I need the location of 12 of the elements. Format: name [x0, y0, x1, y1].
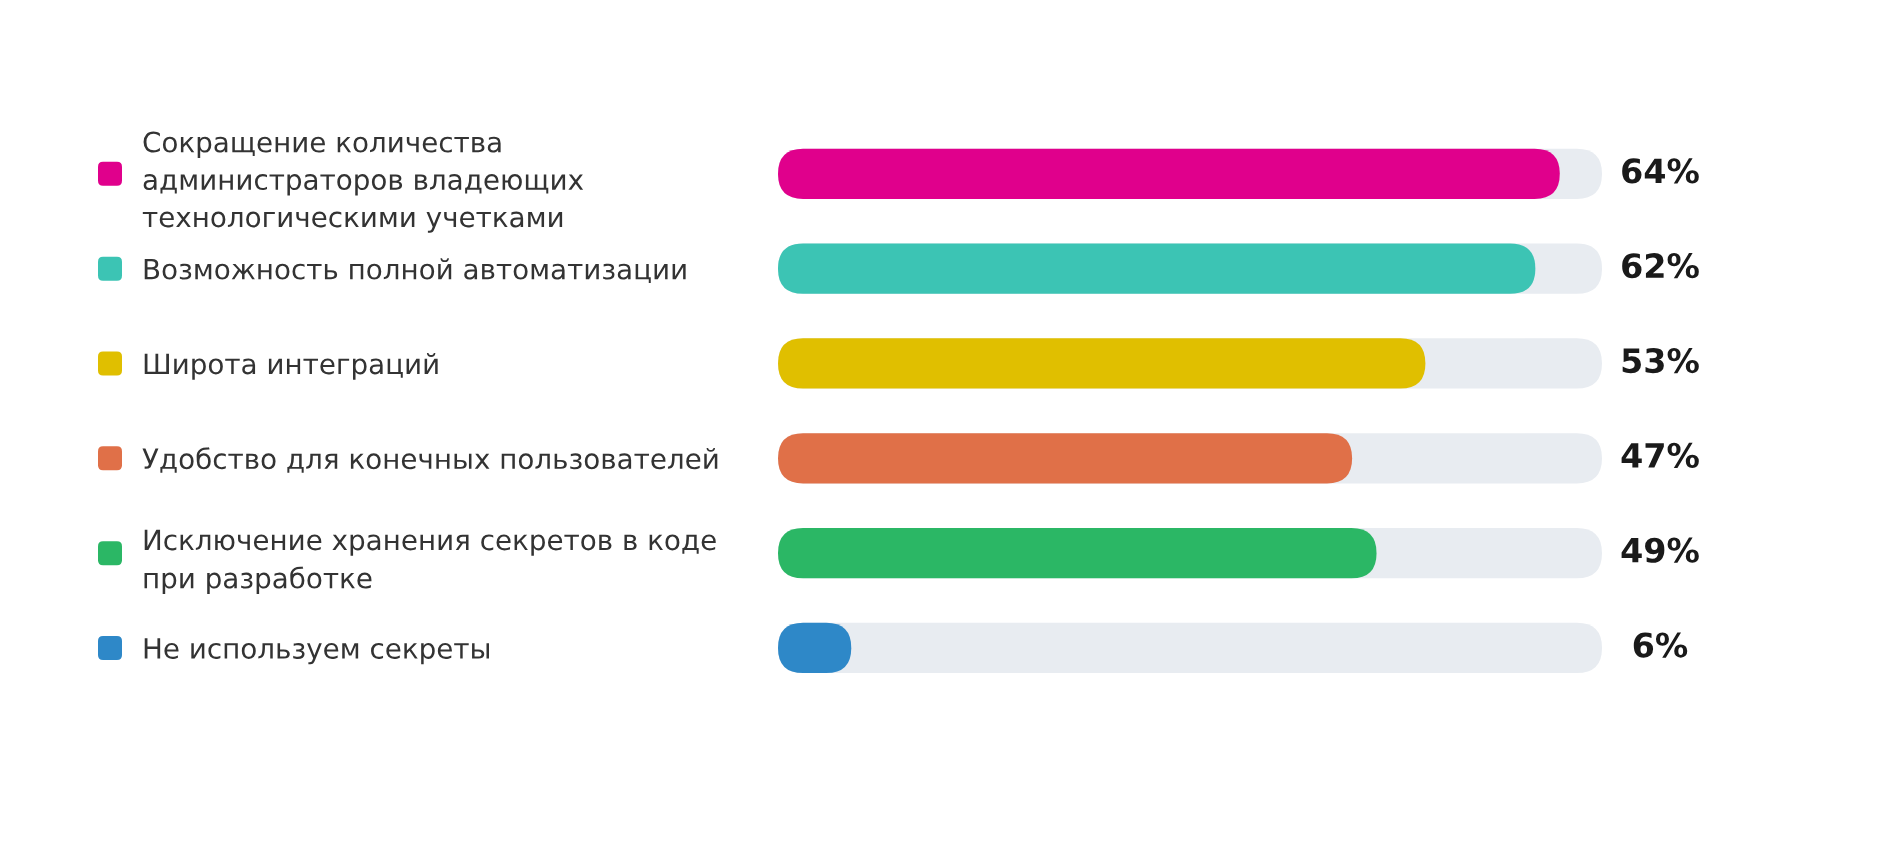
data-label: 49% — [1621, 537, 1699, 563]
data-label: 47% — [1621, 442, 1699, 468]
y-tick-label: Широта интеграций — [144, 353, 438, 380]
data-label: 64% — [1622, 158, 1699, 184]
data-label: 6% — [1633, 632, 1688, 658]
y-tick-label: Исключение хранения секретов в коде при разработке — [144, 529, 716, 594]
data-label: 53% — [1622, 347, 1699, 374]
y-tick-label: Сокращение количества администраторов владеющих технологическими учетками — [142, 131, 584, 233]
y-tick-label: Удобство для конечных пользователей — [142, 447, 718, 473]
y-tick-label: Возможность полной автоматизации — [144, 258, 686, 284]
y-tick-label: Не используем секреты — [144, 638, 489, 665]
data-label: 62% — [1622, 253, 1699, 279]
